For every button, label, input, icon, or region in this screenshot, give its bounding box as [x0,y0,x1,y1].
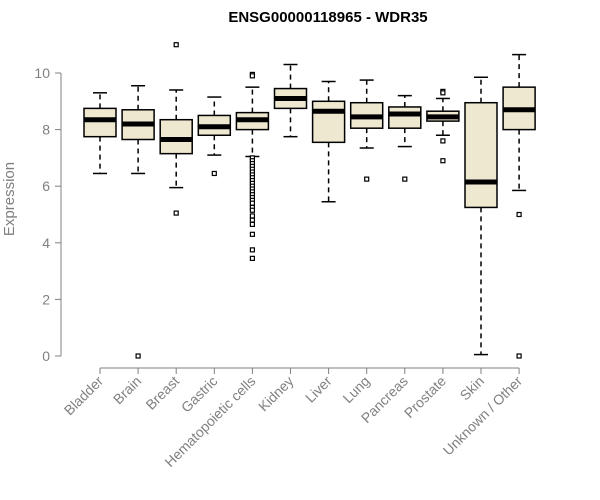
x-tick-label: Liver [302,373,335,406]
box-group [388,94,422,182]
outlier-point [364,176,370,182]
y-tick-label: 2 [42,291,50,307]
y-axis: 0 2 4 6 8 10 [34,65,62,364]
box-group [349,79,384,182]
x-tick-label: Prostate [401,373,449,421]
outlier-point [249,73,255,79]
outlier-point [440,138,446,144]
outlier-point [249,217,255,223]
outlier-point [516,211,522,218]
outlier-point [440,90,446,96]
iqr-box [159,118,193,155]
chart-title: ENSG00000118965 - WDR35 [228,9,427,26]
outlier-point [249,221,255,228]
outlier-point [249,213,255,219]
iqr-box [83,107,117,138]
outlier-point [135,353,141,359]
outlier-point [402,176,408,182]
x-tick-label: Breast [142,373,182,413]
box-group [311,80,346,203]
y-tick-label: 6 [42,178,50,194]
outlier-point [516,353,522,359]
outlier-point [249,200,255,206]
box-group [159,42,193,216]
iqr-box [388,106,422,129]
outlier-point [211,170,217,177]
outlier-point [249,231,255,237]
outlier-point [173,210,179,216]
y-tick-label: 8 [42,122,50,138]
y-tick-label: 10 [34,65,50,81]
outlier-point [440,158,446,164]
outlier-point [173,42,179,48]
x-tick-label: Brain [110,373,144,407]
y-tick-label: 0 [42,348,50,364]
outlier-point [249,207,255,213]
box-group [426,88,460,164]
y-axis-label: Expression [1,162,18,236]
outlier-point [249,247,255,253]
iqr-box [464,101,498,209]
box-group [502,53,536,359]
boxes-layer [83,42,536,359]
box-group [464,76,498,356]
box-group [197,96,232,177]
x-tick-label: Kidney [255,373,297,415]
y-tick-label: 4 [42,235,50,251]
box-group [235,71,270,261]
x-tick-label: Bladder [61,373,107,419]
box-group [121,84,155,359]
outlier-point [249,255,255,261]
box-group [273,63,308,138]
iqr-box [311,100,346,144]
x-tick-label: Lung [339,373,372,406]
box-group [83,92,117,175]
x-tick-label: Skin [457,373,488,404]
